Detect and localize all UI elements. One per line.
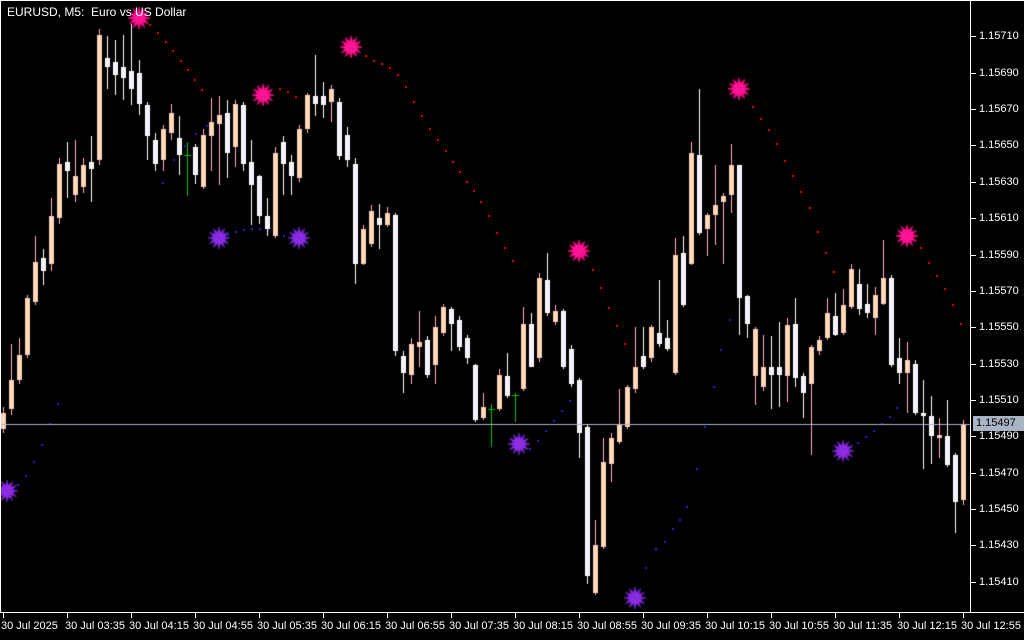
price-axis-label: 1.15550 [979, 321, 1019, 333]
price-axis-label: 1.15570 [979, 285, 1019, 297]
price-axis-label: 1.15650 [979, 139, 1019, 151]
time-axis-label: 30 Jul 06:15 [321, 620, 381, 632]
price-axis-label: 1.15670 [979, 103, 1019, 115]
price-axis-label: 1.15590 [979, 249, 1019, 261]
time-axis-tick [387, 613, 388, 618]
time-axis-label: 30 Jul 12:15 [897, 620, 957, 632]
current-price-value: 1.15497 [976, 417, 1016, 429]
time-axis-tick [67, 613, 68, 618]
time-axis-tick [771, 613, 772, 618]
price-axis-label: 1.15710 [979, 30, 1019, 42]
time-axis-label: 30 Jul 05:35 [257, 620, 317, 632]
time-axis-label: 30 Jul 04:55 [193, 620, 253, 632]
price-axis-tick [971, 36, 976, 37]
time-axis-tick [323, 613, 324, 618]
time-axis-label: 30 Jul 09:35 [641, 620, 701, 632]
time-axis-tick [707, 613, 708, 618]
time-axis-tick [643, 613, 644, 618]
price-axis-tick [971, 400, 976, 401]
time-axis-label: 30 Jul 08:55 [577, 620, 637, 632]
price-axis-label: 1.15630 [979, 176, 1019, 188]
time-axis-tick [195, 613, 196, 618]
time-axis-tick [259, 613, 260, 618]
price-axis-tick [971, 582, 976, 583]
chart-plot-area[interactable]: EURUSD, M5: Euro vs US Dollar [0, 0, 970, 612]
price-axis-label: 1.15450 [979, 503, 1019, 515]
time-axis-label: 30 Jul 11:35 [833, 620, 893, 632]
price-axis-tick [971, 145, 976, 146]
price-axis-label: 1.15470 [979, 467, 1019, 479]
price-axis-tick [971, 73, 976, 74]
time-axis-label: 30 Jul 06:55 [385, 620, 445, 632]
price-axis-tick [971, 436, 976, 437]
price-axis-tick [971, 473, 976, 474]
price-axis-label: 1.15430 [979, 539, 1019, 551]
time-axis-tick [579, 613, 580, 618]
price-axis-tick [971, 255, 976, 256]
price-axis-tick [971, 364, 976, 365]
price-axis-tick [971, 218, 976, 219]
price-chart-canvas[interactable] [0, 0, 970, 612]
time-axis-label: 30 Jul 12:55 [961, 620, 1021, 632]
time-axis-label: 30 Jul 07:35 [449, 620, 509, 632]
window-frame-top [0, 0, 1024, 1]
time-axis-label: 30 Jul 2025 [1, 620, 58, 632]
price-axis-label: 1.15530 [979, 358, 1019, 370]
time-axis-tick [963, 613, 964, 618]
price-axis-tick [971, 327, 976, 328]
time-axis-label: 30 Jul 08:15 [513, 620, 573, 632]
window-frame-left [0, 0, 1, 612]
current-price-tag: 1.15497 [973, 416, 1024, 431]
price-axis-label: 1.15690 [979, 67, 1019, 79]
price-axis-label: 1.15510 [979, 394, 1019, 406]
time-axis-label: 30 Jul 10:55 [769, 620, 829, 632]
time-axis-tick [515, 613, 516, 618]
chart-symbol-title: EURUSD, M5: Euro vs US Dollar [7, 5, 187, 19]
price-axis-label: 1.15410 [979, 576, 1019, 588]
price-axis-tick [971, 545, 976, 546]
time-axis-tick [3, 613, 4, 618]
time-axis[interactable]: 30 Jul 2025 30 Jul 03:35 30 Jul 04:15 30 Ju… [0, 612, 1024, 640]
time-axis-tick [835, 613, 836, 618]
time-axis-label: 30 Jul 10:15 [705, 620, 765, 632]
price-axis-tick [971, 509, 976, 510]
price-axis-tick [971, 182, 976, 183]
time-axis-label: 30 Jul 04:15 [129, 620, 189, 632]
time-axis-tick [451, 613, 452, 618]
price-axis-label: 1.15490 [979, 430, 1019, 442]
price-axis-tick [971, 291, 976, 292]
price-axis[interactable]: 1.15497 1.15710 1.15690 1.15670 1.15650 1.15… [970, 0, 1024, 612]
price-axis-label: 1.15610 [979, 212, 1019, 224]
price-axis-tick [971, 109, 976, 110]
time-axis-tick [131, 613, 132, 618]
time-axis-label: 30 Jul 03:35 [65, 620, 125, 632]
time-axis-tick [899, 613, 900, 618]
